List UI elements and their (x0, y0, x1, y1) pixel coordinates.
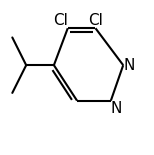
Text: N: N (123, 58, 135, 73)
Text: Cl: Cl (53, 13, 68, 28)
Text: N: N (111, 101, 122, 116)
Text: Cl: Cl (88, 13, 103, 28)
